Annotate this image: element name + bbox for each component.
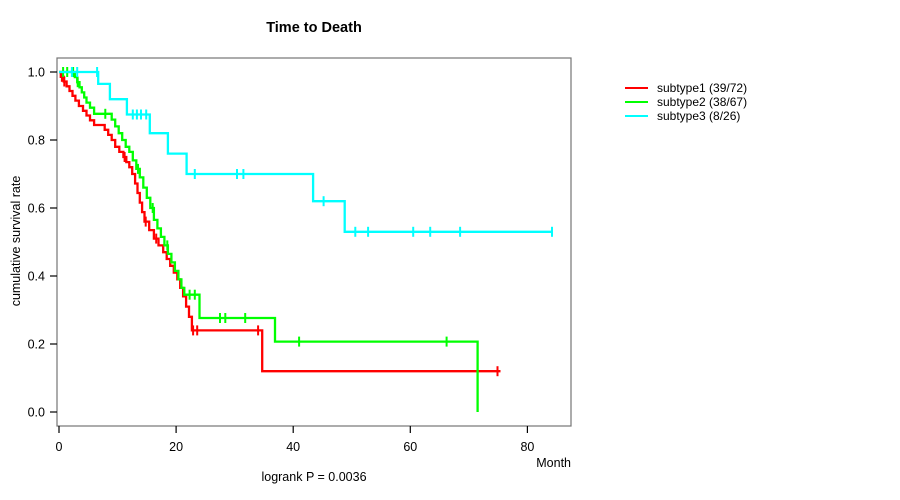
x-tick-label: 60: [403, 440, 417, 454]
legend-line-sample: [625, 87, 648, 89]
y-tick-label: 0.8: [28, 134, 45, 148]
survival-curve-subtype1: [59, 70, 501, 373]
legend-item-subtype2: subtype2 (38/67): [625, 95, 747, 109]
survival-curve-subtype2: [59, 70, 479, 412]
y-tick-label: 0.2: [28, 338, 45, 352]
plot-border: [56, 57, 572, 427]
logrank-annotation: logrank P = 0.0036: [261, 470, 367, 484]
x-tick-label: 80: [520, 440, 534, 454]
y-tick-label: 0.4: [28, 270, 45, 284]
y-tick-label: 0.0: [28, 406, 45, 420]
legend-item-subtype3: subtype3 (8/26): [625, 109, 747, 123]
legend-label: subtype1 (39/72): [657, 80, 748, 95]
legend-label: subtype2 (38/67): [657, 94, 748, 109]
legend-item-subtype1: subtype1 (39/72): [625, 81, 747, 95]
x-tick-label: 40: [286, 440, 300, 454]
y-tick-label: 1.0: [28, 66, 45, 80]
legend-line-sample: [625, 101, 648, 103]
y-tick-label: 0.6: [28, 202, 45, 216]
x-tick-label: 0: [56, 440, 63, 454]
legend-label: subtype3 (8/26): [657, 108, 741, 123]
chart-title: Time to Death: [266, 20, 362, 36]
x-axis-title: Month: [536, 456, 571, 470]
survival-curve-subtype3: [59, 70, 552, 233]
x-tick-label: 20: [169, 440, 183, 454]
legend: subtype1 (39/72) subtype2 (38/67) subtype3…: [625, 81, 747, 123]
legend-line-sample: [625, 115, 648, 117]
